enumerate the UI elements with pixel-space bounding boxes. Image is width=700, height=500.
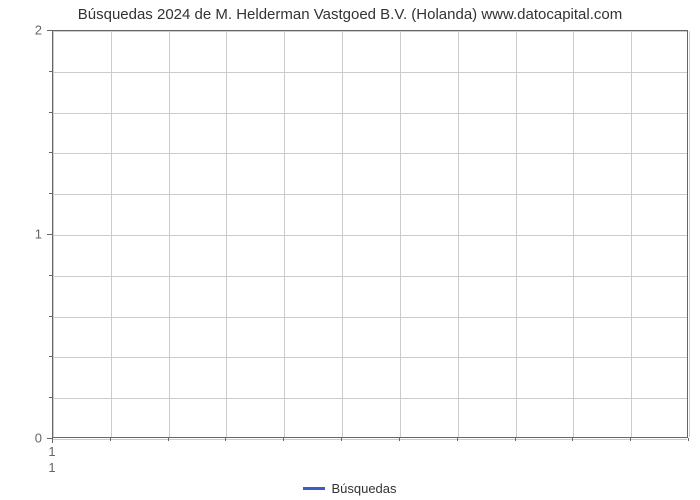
gridline-horizontal bbox=[53, 113, 687, 114]
x-minor-tick bbox=[283, 438, 284, 441]
y-minor-tick bbox=[49, 152, 52, 153]
gridline-vertical bbox=[689, 31, 690, 437]
x-minor-tick bbox=[341, 438, 342, 441]
y-tick-label: 2 bbox=[0, 23, 42, 38]
x-minor-tick bbox=[688, 438, 689, 441]
plot-area bbox=[52, 30, 688, 438]
chart-container: Búsquedas 2024 de M. Helderman Vastgoed … bbox=[0, 0, 700, 500]
gridline-vertical bbox=[53, 31, 54, 437]
x-minor-tick bbox=[110, 438, 111, 441]
legend-swatch bbox=[303, 487, 325, 490]
gridline-horizontal bbox=[53, 439, 687, 440]
y-minor-tick bbox=[49, 356, 52, 357]
gridline-horizontal bbox=[53, 31, 687, 32]
x-minor-tick bbox=[168, 438, 169, 441]
legend-label: Búsquedas bbox=[331, 481, 396, 496]
gridline-vertical bbox=[226, 31, 227, 437]
gridline-horizontal bbox=[53, 72, 687, 73]
y-tick bbox=[47, 30, 52, 31]
gridline-horizontal bbox=[53, 235, 687, 236]
gridline-vertical bbox=[631, 31, 632, 437]
gridline-vertical bbox=[169, 31, 170, 437]
chart-title: Búsquedas 2024 de M. Helderman Vastgoed … bbox=[0, 6, 700, 23]
y-tick-label: 0 bbox=[0, 431, 42, 446]
gridline-vertical bbox=[516, 31, 517, 437]
y-minor-tick bbox=[49, 316, 52, 317]
gridline-vertical bbox=[342, 31, 343, 437]
x-minor-tick bbox=[225, 438, 226, 441]
gridline-vertical bbox=[284, 31, 285, 437]
y-minor-tick bbox=[49, 275, 52, 276]
x-tick-label: 1 bbox=[48, 444, 55, 459]
y-minor-tick bbox=[49, 397, 52, 398]
y-minor-tick bbox=[49, 71, 52, 72]
gridline-horizontal bbox=[53, 357, 687, 358]
y-minor-tick bbox=[49, 112, 52, 113]
gridline-vertical bbox=[573, 31, 574, 437]
y-tick-label: 1 bbox=[0, 227, 42, 242]
gridline-vertical bbox=[400, 31, 401, 437]
y-tick bbox=[47, 234, 52, 235]
y-minor-tick bbox=[49, 193, 52, 194]
gridline-horizontal bbox=[53, 194, 687, 195]
x-minor-tick bbox=[457, 438, 458, 441]
gridline-horizontal bbox=[53, 398, 687, 399]
x-tick-label-extra: 1 bbox=[48, 460, 55, 475]
x-minor-tick bbox=[630, 438, 631, 441]
legend: Búsquedas bbox=[0, 480, 700, 496]
gridline-horizontal bbox=[53, 276, 687, 277]
gridline-vertical bbox=[111, 31, 112, 437]
gridline-vertical bbox=[458, 31, 459, 437]
x-minor-tick bbox=[515, 438, 516, 441]
gridline-horizontal bbox=[53, 317, 687, 318]
gridline-horizontal bbox=[53, 153, 687, 154]
x-minor-tick bbox=[572, 438, 573, 441]
x-minor-tick bbox=[399, 438, 400, 441]
x-tick bbox=[52, 438, 53, 443]
